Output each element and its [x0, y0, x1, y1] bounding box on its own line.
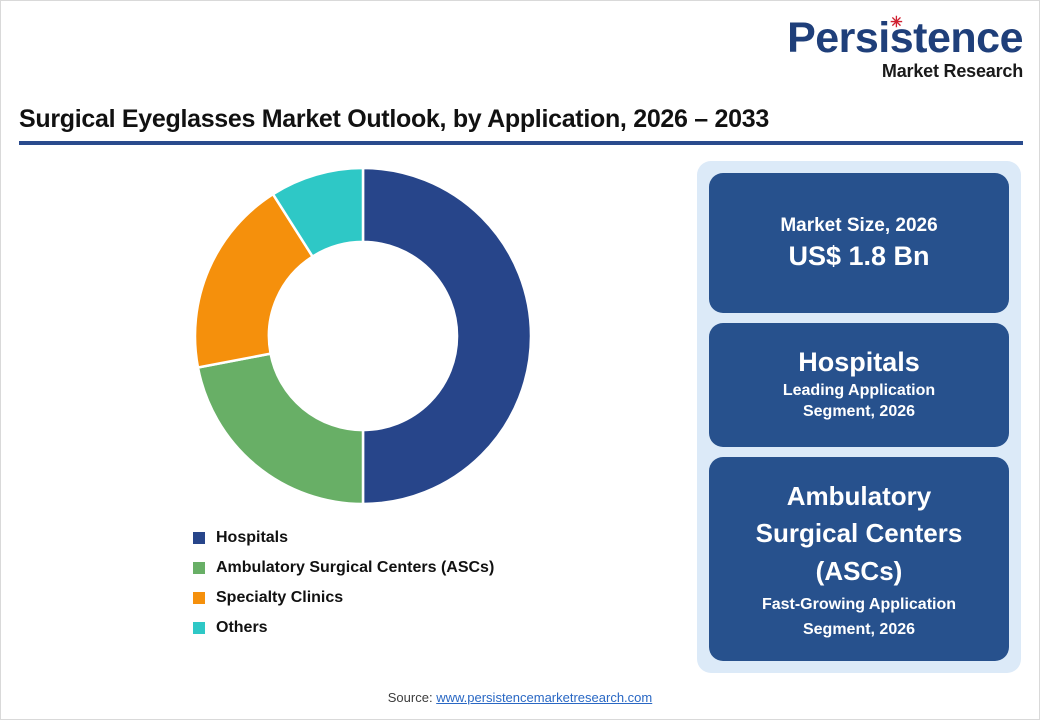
- source-footer: Source: www.persistencemarketresearch.co…: [1, 690, 1039, 705]
- donut-slice: [271, 166, 365, 259]
- brand-name: Persistence ✳: [787, 14, 1023, 62]
- source-link[interactable]: www.persistencemarketresearch.com: [436, 690, 653, 705]
- page-title: Surgical Eyeglasses Market Outlook, by A…: [19, 105, 769, 133]
- legend-item-specialty-clinics: Specialty Clinics: [193, 583, 494, 613]
- market-size-label: Market Size, 2026: [780, 214, 938, 236]
- legend-label-ascs: Ambulatory Surgical Centers (ASCs): [216, 559, 495, 576]
- chart-area: Hospitals Ambulatory Surgical Centers (A…: [1, 151, 691, 671]
- market-size-value: US$ 1.8 Bn: [788, 240, 930, 271]
- title-underline: [19, 141, 1023, 145]
- title-block: Surgical Eyeglasses Market Outlook, by A…: [19, 105, 1023, 145]
- donut-slice: [193, 192, 315, 369]
- legend-swatch-ascs: [193, 562, 205, 574]
- legend-swatch-hospitals: [193, 532, 205, 544]
- card-fastest-growing-segment: Ambulatory Surgical Centers (ASCs) Fast-…: [709, 457, 1009, 661]
- chart-legend: Hospitals Ambulatory Surgical Centers (A…: [193, 523, 494, 643]
- brand-tagline: Market Research: [881, 61, 1023, 81]
- donut-slice: [196, 352, 365, 506]
- source-label: Source:: [387, 690, 433, 705]
- legend-label-specialty-clinics: Specialty Clinics: [216, 589, 344, 606]
- legend-swatch-specialty-clinics: [193, 592, 205, 604]
- donut-chart: [193, 166, 533, 506]
- legend-item-others: Others: [193, 613, 494, 643]
- legend-label-hospitals: Hospitals: [216, 529, 289, 546]
- brand-asterisk-icon: ✳: [890, 14, 903, 31]
- fastest-segment-name-line1: Ambulatory: [786, 480, 932, 511]
- fastest-segment-name-line3: (ASCs): [815, 556, 903, 587]
- legend-label-others: Others: [216, 619, 268, 636]
- brand-name-text: Persistence: [787, 14, 1023, 62]
- fastest-segment-name-line2: Surgical Centers: [755, 518, 963, 549]
- card-leading-segment: Hospitals Leading Application Segment, 2…: [709, 323, 1009, 447]
- card-market-size: Market Size, 2026 US$ 1.8 Bn: [709, 173, 1009, 313]
- donut-svg: [193, 166, 533, 506]
- leading-segment-line2: Segment, 2026: [802, 403, 916, 420]
- brand-logo: Persistence ✳ Market Research: [787, 14, 1023, 81]
- leading-segment-line1: Leading Application: [782, 382, 936, 400]
- highlight-cards-panel: Market Size, 2026 US$ 1.8 Bn Hospitals L…: [697, 161, 1021, 673]
- leading-segment-name: Hospitals: [798, 347, 920, 378]
- legend-swatch-others: [193, 622, 205, 634]
- fastest-segment-line2: Segment, 2026: [802, 620, 916, 638]
- donut-slice: [361, 166, 533, 506]
- fastest-segment-line1: Fast-Growing Application: [761, 595, 957, 613]
- legend-item-hospitals: Hospitals: [193, 523, 494, 553]
- legend-item-ascs: Ambulatory Surgical Centers (ASCs): [193, 553, 494, 583]
